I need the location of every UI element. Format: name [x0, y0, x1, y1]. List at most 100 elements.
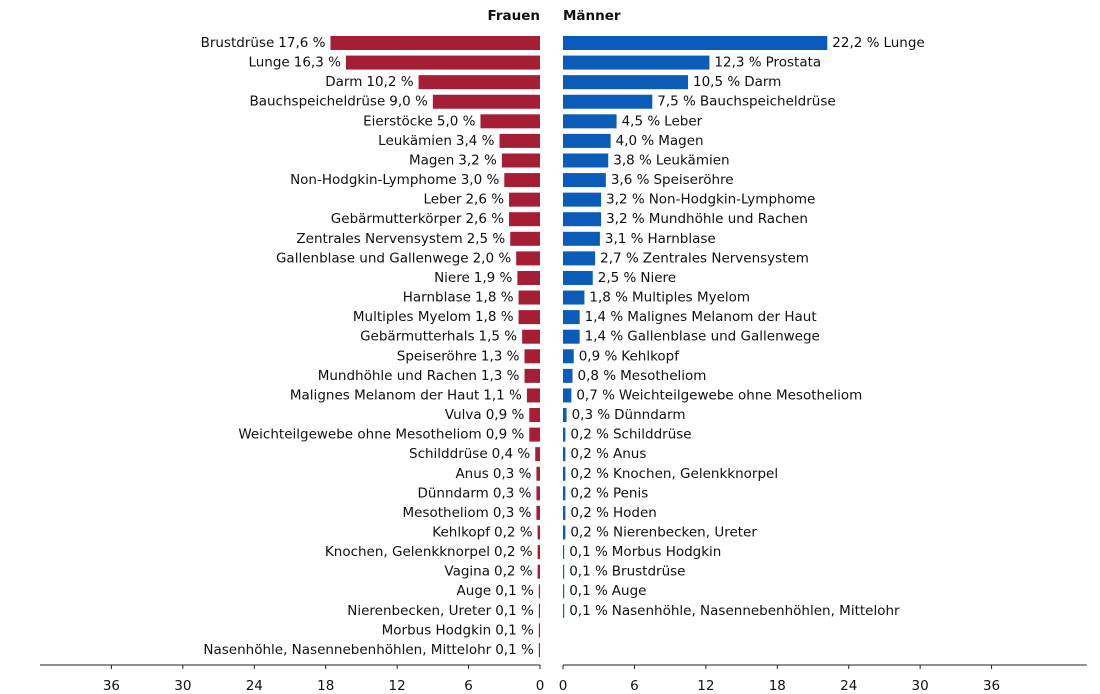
category-label: Magen [658, 133, 703, 149]
bar-label: 3,2 % Mundhöhle und Rachen [606, 211, 808, 227]
bar-label: 7,5 % Bauchspeicheldrüse [657, 94, 835, 110]
value-label: 0,3 % [493, 466, 532, 482]
value-label: 1,3 % [481, 368, 520, 384]
value-label: 0,2 % [494, 544, 533, 560]
bar [563, 427, 566, 442]
category-label: Gebärmutterkörper [331, 211, 462, 227]
value-label: 0,1 % [495, 603, 534, 619]
x-tick-label: 12 [697, 678, 714, 694]
bar-label: Zentrales Nervensystem 2,5 % [296, 231, 505, 247]
value-label: 7,5 % [657, 94, 696, 110]
bar [563, 505, 566, 520]
bar [563, 114, 617, 129]
bar [418, 75, 540, 90]
bar-label: Leukämien 3,4 % [378, 133, 495, 149]
bar-label: Schilddrüse 0,4 % [409, 446, 530, 462]
bar [526, 388, 540, 403]
bar-label: Gallenblase und Gallenwege 2,0 % [276, 250, 511, 266]
bar-label: 1,8 % Multiples Myelom [589, 290, 750, 306]
bar [563, 368, 573, 383]
bar-label: 4,5 % Leber [622, 113, 703, 129]
bar-label: 3,2 % Non-Hodgkin-Lymphome [606, 192, 815, 208]
bar-label: Auge 0,1 % [457, 583, 534, 599]
category-label: Darm [325, 74, 362, 90]
value-label: 5,0 % [437, 113, 476, 129]
category-label: Kehlkopf [432, 525, 491, 541]
value-label: 1,1 % [483, 387, 522, 403]
bar [536, 466, 540, 481]
category-label: Weichteilgewebe ohne Mesotheliom [619, 387, 862, 403]
bar-label: Leber 2,6 % [423, 192, 504, 208]
value-label: 0,1 % [495, 583, 534, 599]
x-tick-label: 0 [559, 678, 568, 694]
bar [563, 447, 566, 462]
value-label: 0,1 % [569, 564, 608, 580]
value-label: 3,2 % [458, 152, 497, 168]
bar [535, 447, 540, 462]
bar-label: 0,1 % Nasenhöhle, Nasennebenhöhlen, Mitte… [569, 603, 900, 619]
category-label: Speiseröhre [653, 172, 733, 188]
bar [538, 603, 540, 618]
bar [563, 133, 611, 148]
bar [522, 329, 540, 344]
bar [563, 564, 565, 579]
category-label: Prostata [766, 55, 822, 71]
category-label: Eierstöcke [363, 113, 433, 129]
bar [536, 486, 540, 501]
category-label: Leber [423, 192, 461, 208]
bar-label: 0,3 % Dünndarm [572, 407, 686, 423]
x-tick-label: 36 [983, 678, 1000, 694]
bar [537, 564, 540, 579]
bar [504, 173, 540, 188]
value-label: 2,5 % [467, 231, 506, 247]
value-label: 0,2 % [494, 525, 533, 541]
value-label: 0,2 % [570, 427, 609, 443]
category-label: Leukämien [656, 152, 730, 168]
bar [524, 349, 540, 364]
value-label: 2,5 % [598, 270, 637, 286]
bar-label: 0,2 % Nierenbecken, Ureter [570, 525, 757, 541]
bar-label: Dünndarm 0,3 % [417, 485, 531, 501]
value-label: 3,6 % [611, 172, 650, 188]
bar [538, 642, 540, 657]
category-label: Mesotheliom [620, 368, 706, 384]
bar-label: 1,4 % Malignes Melanom der Haut [585, 309, 817, 325]
bar-label: 0,1 % Auge [569, 583, 646, 599]
bar-label: Mesotheliom 0,3 % [403, 505, 532, 521]
bar-label: Nierenbecken, Ureter 0,1 % [347, 603, 534, 619]
bar-label: Darm 10,2 % [325, 74, 413, 90]
value-label: 10,5 % [693, 74, 740, 90]
value-label: 0,3 % [493, 485, 532, 501]
bar-label: Gebärmutterhals 1,5 % [360, 329, 517, 345]
value-label: 1,8 % [475, 290, 514, 306]
category-label: Gallenblase und Gallenwege [276, 250, 469, 266]
category-label: Schilddrüse [613, 427, 692, 443]
bar [563, 251, 596, 266]
bar-label: 0,2 % Hoden [570, 505, 656, 521]
bar-label: Harnblase 1,8 % [403, 290, 514, 306]
category-label: Gebärmutterhals [360, 329, 474, 345]
category-label: Malignes Melanom der Haut [627, 309, 816, 325]
category-label: Non-Hodgkin-Lymphome [649, 192, 816, 208]
bar-label: Anus 0,3 % [455, 466, 531, 482]
bar [563, 388, 572, 403]
bar-label: Speiseröhre 1,3 % [397, 348, 520, 364]
category-label: Leukämien [378, 133, 452, 149]
bar [524, 368, 540, 383]
bar [537, 525, 540, 540]
value-label: 2,7 % [600, 250, 639, 266]
x-tick-label: 30 [912, 678, 929, 694]
category-label: Auge [457, 583, 492, 599]
category-label: Multiples Myelom [353, 309, 471, 325]
bar [563, 153, 609, 168]
bar-label: Multiples Myelom 1,8 % [353, 309, 514, 325]
category-label: Harnblase [403, 290, 471, 306]
category-label: Hoden [613, 505, 657, 521]
bar-label: 3,8 % Leukämien [613, 152, 729, 168]
category-label: Lunge [883, 35, 924, 51]
bar-label: 0,1 % Brustdrüse [569, 564, 685, 580]
bar [538, 623, 540, 638]
value-label: 16,3 % [294, 55, 341, 71]
value-label: 1,4 % [585, 329, 624, 345]
bar-label: Malignes Melanom der Haut 1,1 % [290, 387, 522, 403]
